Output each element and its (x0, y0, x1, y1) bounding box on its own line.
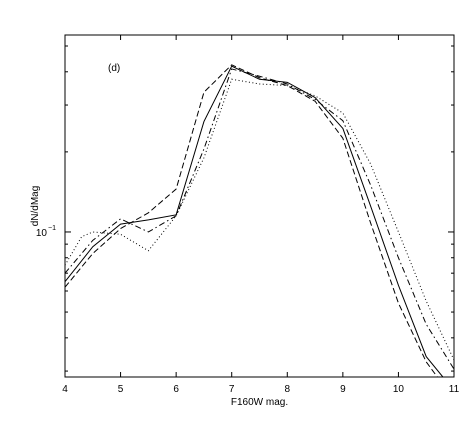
series-line-dashed (65, 64, 438, 377)
x-tick-label: 11 (449, 384, 460, 395)
x-axis-title: F160W mag. (231, 397, 288, 408)
x-tick-label: 4 (62, 384, 68, 395)
x-tick-label: 9 (340, 384, 346, 395)
x-tick-label: 5 (118, 384, 124, 395)
panel-label: (d) (108, 63, 120, 74)
y-tick-label: 10 −1 (36, 225, 56, 239)
series-line-dashdot (65, 68, 454, 370)
y-tick-label-base: 10 (36, 228, 48, 239)
plot-frame (64, 34, 455, 378)
x-tick-label: 10 (393, 384, 405, 395)
series-line-dotted (65, 78, 454, 361)
y-axis-title: dN/dMag (30, 186, 41, 227)
x-tick-label: 6 (173, 384, 179, 395)
y-tick-label-exponent: −1 (48, 225, 56, 232)
x-tick-label: 8 (285, 384, 291, 395)
series-line-solid (65, 65, 444, 377)
x-tick-label: 7 (229, 384, 235, 395)
